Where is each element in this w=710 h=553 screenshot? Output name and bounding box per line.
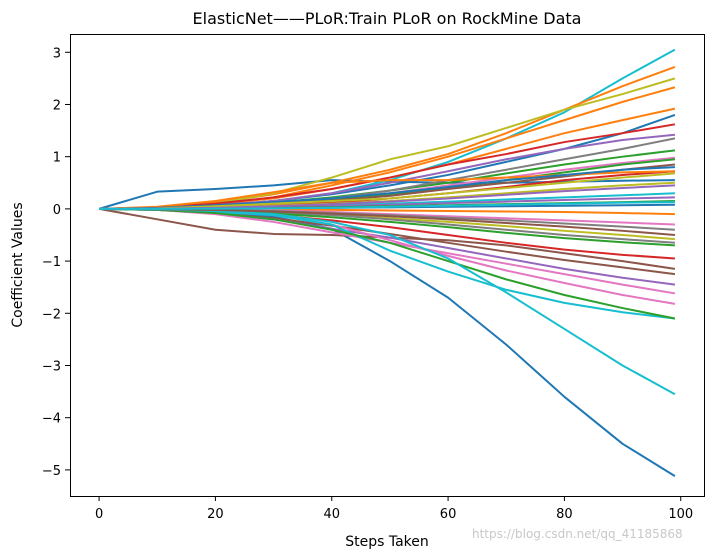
y-tick-label: −3 <box>42 359 61 374</box>
y-tick-label: 2 <box>53 98 61 113</box>
y-tick-label: −5 <box>42 464 61 479</box>
x-tick-label: 40 <box>323 507 340 522</box>
y-axis-ticks: 3 2 1 0 −1 −2 −3 −4 −5 <box>42 46 70 479</box>
x-tick-label: 100 <box>668 507 693 522</box>
y-tick-label: −4 <box>42 412 61 427</box>
y-tick-label: −1 <box>42 255 61 270</box>
chart-title: ElasticNet——PLoR:Train PLoR on RockMine … <box>193 9 582 28</box>
series-line-coef_42 <box>99 201 675 210</box>
x-axis-label: Steps Taken <box>345 534 429 550</box>
y-tick-label: −2 <box>42 307 61 322</box>
plot-frame <box>70 34 705 497</box>
x-tick-label: 80 <box>556 507 573 522</box>
watermark-text: https://blog.csdn.net/qq_41185868 <box>472 527 683 541</box>
x-axis-ticks: 0 20 40 60 80 100 <box>95 496 693 522</box>
y-tick-label: 1 <box>53 151 61 166</box>
y-axis-label: Coefficient Values <box>10 202 26 327</box>
x-tick-label: 0 <box>95 507 103 522</box>
y-tick-label: 3 <box>53 46 61 61</box>
x-tick-label: 60 <box>440 507 457 522</box>
series-line-coef_38 <box>99 172 675 210</box>
x-tick-label: 20 <box>207 507 224 522</box>
series-lines <box>98 48 676 478</box>
series-line-coef_34 <box>99 207 676 320</box>
series-line-coef_10 <box>99 123 676 210</box>
y-tick-label: 0 <box>53 203 61 218</box>
